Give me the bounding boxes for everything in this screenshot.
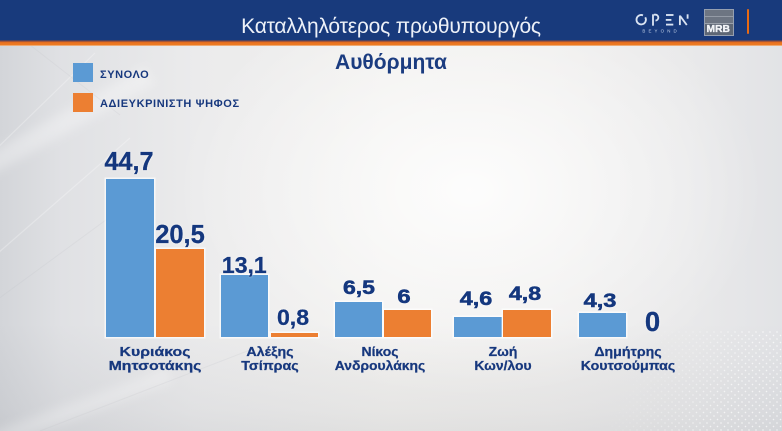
svg-text:BEYOND: BEYOND [642,29,679,34]
